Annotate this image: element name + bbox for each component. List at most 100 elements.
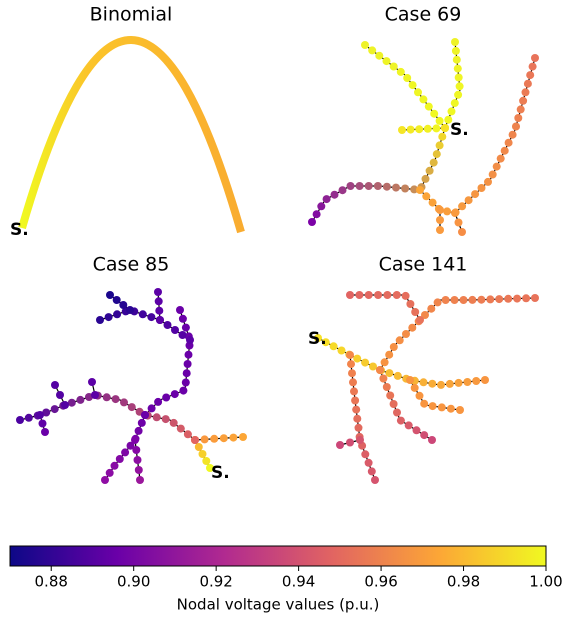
node <box>454 218 463 227</box>
node <box>369 362 377 371</box>
node <box>477 295 486 304</box>
node <box>420 399 429 408</box>
node <box>458 202 467 211</box>
node <box>526 71 535 80</box>
node <box>317 202 326 211</box>
node <box>112 296 121 304</box>
node <box>455 82 464 91</box>
node <box>321 338 330 347</box>
node <box>453 64 462 73</box>
node <box>382 182 391 191</box>
node <box>206 464 214 472</box>
node <box>406 300 415 308</box>
node <box>411 308 420 316</box>
node <box>137 418 146 427</box>
node <box>428 402 437 411</box>
node <box>350 387 358 396</box>
node <box>429 158 438 167</box>
tick-label: 0.92 <box>199 573 232 591</box>
node <box>452 55 461 64</box>
node <box>443 207 452 216</box>
node <box>364 458 373 467</box>
node <box>219 434 228 443</box>
node <box>531 294 539 302</box>
node <box>181 378 190 387</box>
node <box>484 177 492 186</box>
node <box>120 398 128 407</box>
node <box>106 291 114 299</box>
node <box>171 326 179 334</box>
node <box>96 316 104 324</box>
node <box>430 109 439 118</box>
node <box>412 426 421 435</box>
node <box>436 216 444 224</box>
edge <box>157 291 161 321</box>
node <box>422 192 431 201</box>
node <box>492 162 501 171</box>
node <box>136 476 144 484</box>
edge <box>109 294 131 311</box>
node <box>436 206 444 214</box>
node <box>459 296 468 304</box>
node <box>76 395 85 404</box>
node <box>444 115 453 124</box>
node <box>346 351 354 359</box>
node <box>348 369 356 378</box>
node <box>162 393 171 402</box>
node <box>349 378 357 387</box>
tick-label: 0.96 <box>364 573 397 591</box>
node <box>101 476 109 484</box>
node <box>416 316 424 324</box>
node <box>111 395 120 404</box>
node <box>450 99 459 108</box>
node <box>183 360 192 368</box>
node <box>312 210 321 219</box>
node <box>382 383 391 391</box>
node <box>389 400 398 408</box>
tick-label: 0.88 <box>35 573 68 591</box>
node <box>91 391 99 399</box>
node <box>424 102 433 111</box>
node <box>508 130 517 139</box>
node <box>464 196 473 205</box>
node <box>406 125 415 134</box>
node <box>522 294 531 303</box>
node <box>179 386 188 395</box>
node <box>406 376 414 384</box>
node <box>512 122 520 131</box>
node <box>105 468 114 477</box>
colorbar <box>9 545 547 567</box>
colorbar-label: Nodal voltage values (p.u.) <box>177 596 380 614</box>
node <box>446 404 455 413</box>
node <box>451 46 460 55</box>
node <box>380 358 389 367</box>
node <box>36 411 44 419</box>
panel-title: Case 141 <box>379 254 468 276</box>
node <box>338 186 347 195</box>
node <box>178 314 187 323</box>
node <box>147 313 156 322</box>
node <box>115 455 124 463</box>
node <box>495 295 504 304</box>
node <box>393 408 401 417</box>
node <box>402 330 410 338</box>
node <box>516 105 525 114</box>
node <box>42 408 51 417</box>
node <box>420 431 429 440</box>
panel-title: Binomial <box>90 4 173 26</box>
networks <box>16 38 539 484</box>
tick-label: 0.90 <box>117 573 150 591</box>
node <box>178 331 187 339</box>
node <box>176 306 184 314</box>
node <box>355 182 364 190</box>
node <box>210 434 219 443</box>
node <box>163 321 172 329</box>
node <box>38 419 47 428</box>
node <box>441 124 449 132</box>
node <box>364 291 373 299</box>
node <box>147 404 156 413</box>
colorbar-ticks: 0.88 0.90 0.92 0.94 0.96 0.98 1.00 <box>35 566 563 591</box>
node <box>531 54 539 62</box>
node <box>437 380 445 389</box>
